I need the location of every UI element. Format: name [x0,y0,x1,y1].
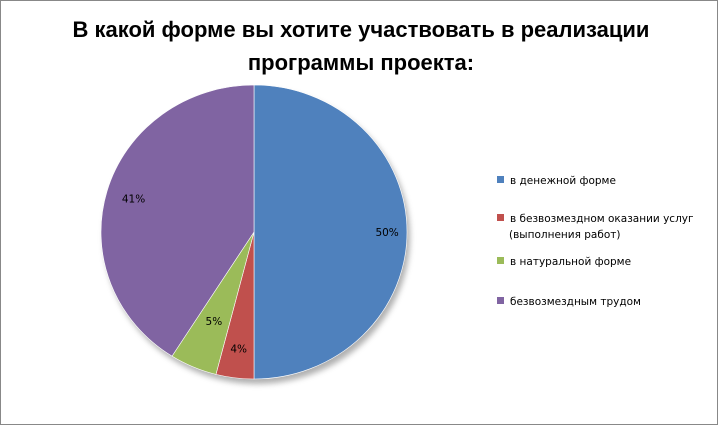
data-label: 50% [375,227,398,239]
pie-slice-cash [253,84,408,380]
legend-swatch [497,214,504,221]
legend-label: в натуральной форме [510,256,632,268]
chart-title: В какой форме вы хотите участвовать в ре… [72,17,650,75]
legend-swatch [497,257,504,264]
legend-label-line2: (выполнения работ) [509,229,621,241]
data-label: 41% [122,193,145,205]
data-label: 5% [206,316,223,328]
data-label: 4% [230,344,247,356]
pie-slice-labor [100,84,255,357]
legend-swatch [497,176,504,183]
legend-swatch [497,297,504,304]
legend-label: в денежной форме [510,175,616,187]
legend-label: безвозмездным трудом [510,296,641,308]
legend-label: в безвозмездном оказании услуг [510,213,694,225]
